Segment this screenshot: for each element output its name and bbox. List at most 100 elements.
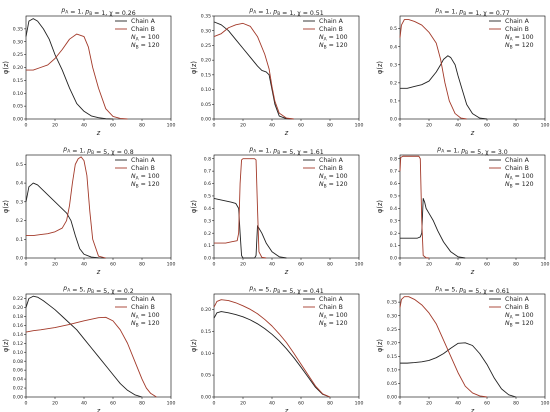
series-line-chain-b bbox=[214, 158, 267, 259]
x-tick-label: 40 bbox=[269, 401, 275, 407]
x-tick-label: 0 bbox=[399, 262, 402, 268]
x-axis-label: z bbox=[470, 129, 475, 137]
x-tick-label: 100 bbox=[541, 262, 550, 268]
chart-title: pA = 5, pB = 5, χ = 0.61 bbox=[434, 285, 509, 295]
y-tick-label: 0.30 bbox=[13, 39, 23, 45]
series-line-chain-b bbox=[399, 296, 488, 398]
legend-note: NA = 100 bbox=[505, 34, 534, 43]
chart-panel-5: pA = 1, pB = 5, χ = 1.61 0 20 40 60 80 100 0.0 0… bbox=[190, 146, 363, 276]
series-line-chain-a bbox=[25, 182, 106, 259]
legend-note: NA = 100 bbox=[505, 312, 534, 321]
y-tick-label: 0.4 bbox=[204, 206, 211, 212]
x-tick-label: 100 bbox=[355, 123, 364, 129]
chart-panel-8: pA = 5, pB = 5, χ = 0.41 0 20 40 60 80 100 0.00… bbox=[190, 285, 363, 412]
y-tick-label: 0.06 bbox=[13, 368, 23, 374]
y-tick-label: 0.5 bbox=[390, 194, 397, 200]
y-tick-label: 0.00 bbox=[201, 395, 211, 401]
plot-frame bbox=[399, 293, 546, 398]
x-tick-label: 80 bbox=[327, 401, 333, 407]
y-axis-label: φ(z) bbox=[376, 61, 384, 74]
x-tick-label: 80 bbox=[327, 262, 333, 268]
legend-note: NB = 120 bbox=[505, 181, 534, 190]
series-line-chain-b bbox=[26, 156, 106, 259]
x-tick-label: 40 bbox=[269, 123, 275, 129]
x-tick-label: 20 bbox=[52, 401, 58, 407]
legend-note: NA = 100 bbox=[319, 173, 348, 182]
y-tick-label: 0.0 bbox=[16, 256, 23, 262]
y-tick-label: 0.3 bbox=[204, 218, 211, 224]
y-tick-label: 0.12 bbox=[13, 341, 23, 347]
x-tick-label: 100 bbox=[355, 262, 364, 268]
legend-label: Chain A bbox=[505, 18, 530, 25]
x-axis-label: z bbox=[470, 268, 475, 276]
legend-label: Chain A bbox=[131, 18, 156, 25]
y-tick-label: 0.2 bbox=[390, 80, 397, 86]
x-tick-label: 100 bbox=[541, 401, 550, 407]
y-tick-label: 0.05 bbox=[13, 104, 23, 110]
x-tick-label: 80 bbox=[513, 401, 519, 407]
x-tick-label: 20 bbox=[52, 123, 58, 129]
legend-label: Chain B bbox=[319, 165, 343, 172]
legend-label: Chain B bbox=[131, 304, 155, 311]
series-line-chain-b bbox=[213, 299, 331, 398]
y-tick-label: 0.5 bbox=[16, 162, 23, 168]
legend-label: Chain B bbox=[131, 165, 155, 172]
series-line-chain-a bbox=[400, 55, 488, 120]
chart-title: pA = 1, pB = 5, χ = 0.8 bbox=[62, 146, 133, 156]
y-tick-label: 0.1 bbox=[16, 237, 23, 243]
y-axis-label: φ(z) bbox=[376, 200, 384, 213]
legend-note: NB = 120 bbox=[131, 42, 160, 51]
x-axis-label: z bbox=[284, 129, 289, 137]
plot-frame bbox=[399, 154, 546, 259]
x-axis-label: z bbox=[470, 407, 475, 412]
legend-label: Chain B bbox=[505, 165, 529, 172]
chart-panel-2: pA = 1, pB = 1, χ = 0.51 0 20 40 60 80 100 0.00… bbox=[190, 7, 363, 137]
x-tick-label: 20 bbox=[426, 401, 432, 407]
y-tick-label: 0.20 bbox=[13, 305, 23, 311]
series-line-chain-b bbox=[25, 316, 157, 398]
y-tick-label: 0.10 bbox=[201, 351, 211, 357]
chart-panel-9: pA = 5, pB = 5, χ = 0.61 0 20 40 60 80 100 0.00… bbox=[376, 285, 549, 412]
legend-label: Chain B bbox=[505, 26, 529, 33]
legend-label: Chain A bbox=[131, 157, 156, 164]
x-tick-label: 20 bbox=[52, 262, 58, 268]
y-tick-label: 0.00 bbox=[13, 395, 23, 401]
y-tick-label: 0.2 bbox=[390, 231, 397, 237]
chart-panel-3: pA = 1, pB = 1, χ = 0.77 0 20 40 60 80 100 0.0 0… bbox=[376, 7, 549, 137]
chart-panel-7: pA = 5, pB = 5, χ = 0.2 0 20 40 60 80 100 0.00 0… bbox=[2, 285, 175, 412]
y-axis-label: φ(z) bbox=[2, 61, 10, 74]
plot-frame bbox=[213, 293, 360, 398]
y-tick-label: 0.10 bbox=[13, 350, 23, 356]
y-axis-label: φ(z) bbox=[2, 339, 10, 352]
y-tick-label: 0.3 bbox=[16, 199, 23, 205]
y-tick-label: 0.10 bbox=[201, 87, 211, 93]
legend-note: NA = 100 bbox=[131, 34, 160, 43]
y-tick-label: 0.16 bbox=[13, 323, 23, 329]
x-axis-label: z bbox=[96, 268, 101, 276]
x-tick-label: 40 bbox=[455, 401, 461, 407]
x-tick-label: 40 bbox=[455, 262, 461, 268]
x-axis-label: z bbox=[96, 407, 101, 412]
y-tick-label: 0.0 bbox=[390, 256, 397, 262]
y-tick-label: 0.1 bbox=[390, 243, 397, 249]
x-tick-label: 40 bbox=[455, 123, 461, 129]
x-tick-label: 100 bbox=[167, 123, 176, 129]
series-line-chain-a bbox=[213, 21, 294, 120]
x-tick-label: 60 bbox=[110, 262, 116, 268]
chart-panel-4: pA = 1, pB = 5, χ = 0.8 0 20 40 60 80 100 0.0 0.… bbox=[2, 146, 175, 276]
y-tick-label: 0.30 bbox=[201, 28, 211, 34]
series-line-chain-b bbox=[399, 155, 430, 259]
y-tick-label: 0.20 bbox=[201, 307, 211, 313]
y-tick-label: 0.1 bbox=[390, 99, 397, 105]
legend-note: NA = 100 bbox=[505, 173, 534, 182]
y-tick-label: 0.6 bbox=[390, 181, 397, 187]
x-axis-label: z bbox=[96, 129, 101, 137]
legend-label: Chain A bbox=[319, 18, 344, 25]
y-tick-label: 0.25 bbox=[13, 52, 23, 58]
y-tick-label: 0.6 bbox=[204, 181, 211, 187]
x-tick-label: 0 bbox=[213, 401, 216, 407]
x-tick-label: 0 bbox=[399, 123, 402, 129]
chart-panel-1: pA = 1, pB = 1, χ = 0.26 0 20 40 60 80 100 0.00… bbox=[2, 7, 175, 137]
y-tick-label: 0.2 bbox=[204, 231, 211, 237]
y-axis-label: φ(z) bbox=[190, 200, 198, 213]
